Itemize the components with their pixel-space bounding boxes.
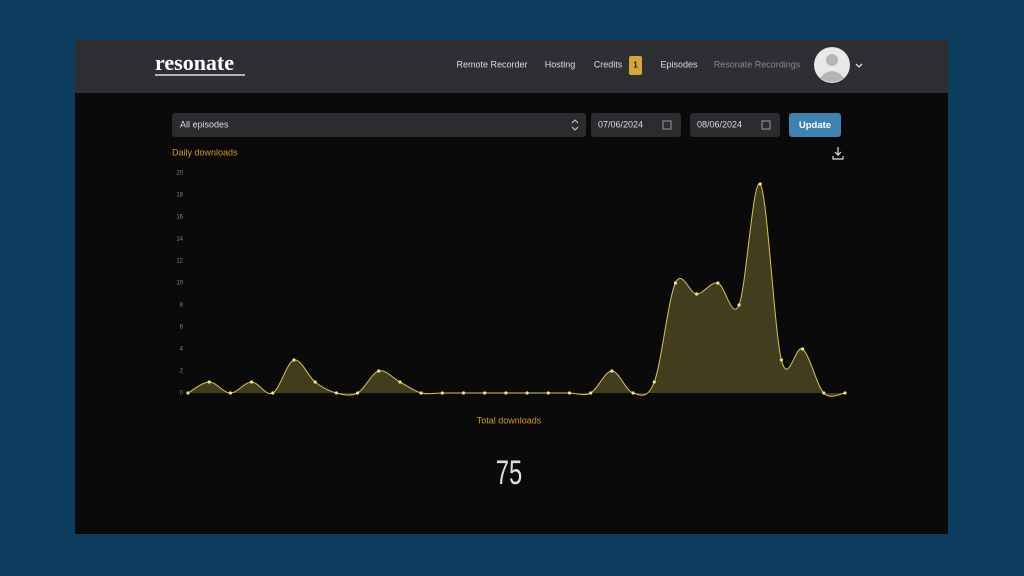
nav-link[interactable]: Hosting <box>545 59 576 69</box>
area-line <box>187 183 846 397</box>
total-value: 75 <box>496 454 522 492</box>
data-point <box>695 292 699 296</box>
download-glyph <box>832 147 844 160</box>
data-point <box>355 391 360 395</box>
data-point <box>589 391 593 395</box>
y-tick-label: 10 <box>176 281 183 287</box>
header <box>75 40 948 93</box>
y-tick-label: 0 <box>180 391 184 397</box>
data-point <box>758 182 762 186</box>
data-point <box>271 391 275 395</box>
data-point <box>631 391 635 395</box>
avatar-head <box>826 54 838 66</box>
data-point <box>567 391 572 395</box>
update-button[interactable] <box>789 113 841 137</box>
data-point <box>398 380 402 384</box>
data-point <box>483 391 487 395</box>
update-button-text: Update <box>799 120 831 131</box>
calendar-icon <box>761 120 771 130</box>
data-point <box>716 281 720 285</box>
nav-link[interactable]: Remote Recorder <box>456 59 527 69</box>
select-arrows <box>571 119 579 131</box>
y-tick-label: 8 <box>180 303 184 309</box>
start-date[interactable] <box>591 113 681 137</box>
data-point <box>207 380 211 384</box>
nav-link[interactable]: Credits <box>594 59 623 69</box>
episode-select[interactable] <box>172 113 586 137</box>
end-date[interactable] <box>690 113 780 137</box>
total-label: Total downloads <box>477 415 542 425</box>
data-point <box>779 358 784 362</box>
data-point <box>228 391 232 395</box>
chart-title: Daily downloads <box>172 147 238 157</box>
data-point <box>313 380 317 384</box>
data-point <box>292 358 296 362</box>
data-point <box>737 303 741 307</box>
y-tick-label: 14 <box>176 237 183 243</box>
chevron[interactable] <box>855 63 863 68</box>
data-point <box>610 369 614 373</box>
data-point <box>822 391 826 395</box>
y-tick-label: 18 <box>176 193 183 199</box>
data-point <box>652 380 656 384</box>
logo[interactable]: resonate <box>155 50 234 75</box>
data-point <box>186 391 190 395</box>
data-point <box>504 391 508 395</box>
data-point <box>801 347 805 351</box>
episode-select-text: All episodes <box>180 119 229 129</box>
data-point <box>525 391 529 395</box>
data-point <box>843 391 847 395</box>
data-point <box>419 391 423 395</box>
data-point <box>249 380 254 384</box>
nav-link[interactable]: Episodes <box>660 59 698 69</box>
y-tick-label: 6 <box>180 325 184 331</box>
credits-badge: 1 <box>633 61 638 70</box>
y-tick-label: 12 <box>176 259 183 265</box>
y-tick-label: 2 <box>180 369 184 375</box>
avatar-body <box>820 71 844 82</box>
y-tick-label: 4 <box>180 347 184 353</box>
badge <box>629 56 642 75</box>
nav-link[interactable]: Resonate Recordings <box>714 59 801 69</box>
data-point <box>546 391 550 395</box>
end-date-text: 08/06/2024 <box>697 119 742 129</box>
calendar-icon <box>662 120 672 130</box>
start-date-text: 07/06/2024 <box>598 119 643 129</box>
data-point <box>461 391 466 395</box>
avatar[interactable] <box>814 47 850 83</box>
download-icon[interactable] <box>832 147 844 160</box>
area-fill <box>188 183 845 397</box>
data-point <box>334 391 338 395</box>
data-point <box>673 281 678 285</box>
y-tick-label: 16 <box>176 215 183 221</box>
y-tick-label: 20 <box>176 171 183 177</box>
data-point <box>377 369 381 373</box>
data-point <box>440 391 444 395</box>
